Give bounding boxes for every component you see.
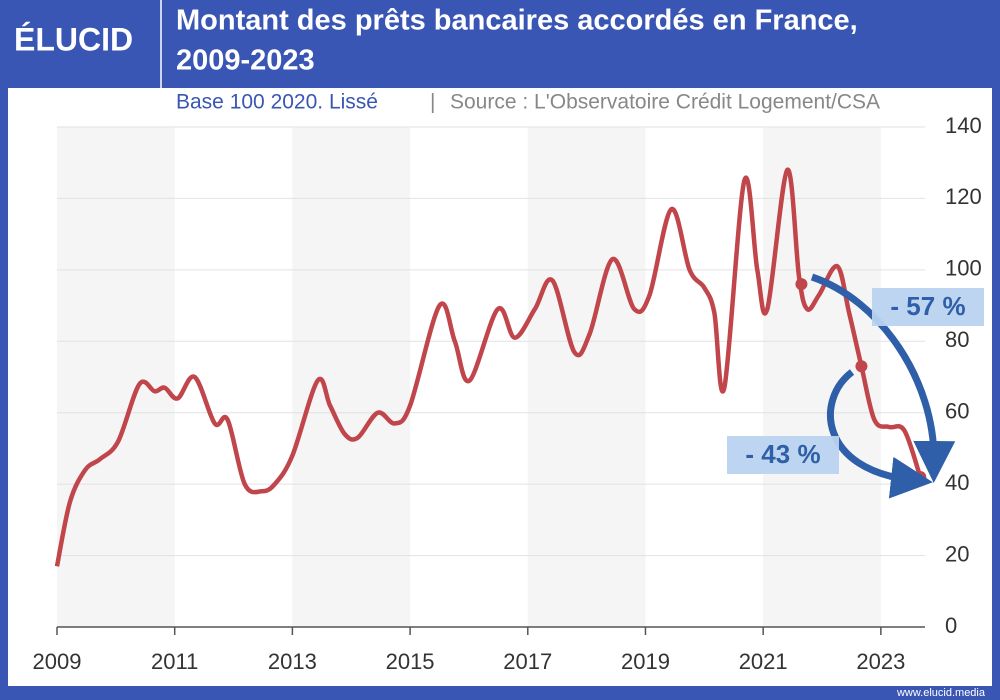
- x-tick-label: 2011: [151, 649, 198, 674]
- chart-title: 2009-2023: [176, 45, 315, 77]
- y-tick-label: 140: [945, 113, 982, 138]
- y-tick-label: 20: [945, 541, 969, 566]
- annotation: - 43 %: [745, 439, 820, 469]
- annotations: - 57 % - 43 %: [727, 273, 984, 499]
- separator: |: [430, 91, 435, 114]
- y-tick-label: 40: [945, 470, 969, 495]
- chart-title: Montant des prêts bancaires accordés en …: [176, 5, 858, 37]
- marker: [914, 471, 927, 483]
- marker: [795, 278, 808, 291]
- source: Source : L'Observatoire Crédit Logement/…: [450, 91, 880, 114]
- x-tick-label: 2015: [386, 649, 435, 674]
- y-tick-label: 0: [945, 613, 957, 638]
- x-tick-label: 2023: [856, 649, 905, 674]
- annotation-box: [872, 288, 984, 326]
- line: [54, 167, 923, 567]
- y-tick-label: 60: [945, 399, 969, 424]
- subtitle: Base 100 2020. Lissé: [176, 91, 378, 114]
- y-tick-label: 120: [945, 184, 982, 209]
- x-tick-label: 2019: [621, 649, 670, 674]
- band: [57, 127, 175, 627]
- x-tick-label: 2013: [268, 649, 317, 674]
- marker: [855, 360, 868, 373]
- arrow: [827, 369, 933, 499]
- plot: 0 20 40 60 80 100 120 140 2009 2011 2013 2015 2017 20…: [33, 113, 982, 674]
- arrow: [810, 273, 956, 483]
- y-tick-label: 80: [945, 327, 969, 352]
- band: [292, 127, 411, 627]
- x-tick-label: 2009: [33, 649, 82, 674]
- band: [763, 127, 881, 627]
- x-tick-label: 2017: [503, 649, 552, 674]
- y-tick-label: 100: [945, 256, 982, 281]
- band: [527, 127, 646, 627]
- footer: www.elucid.media: [896, 687, 986, 699]
- annotation: - 57 %: [890, 291, 965, 321]
- logo: ÉLUCID: [14, 21, 133, 57]
- annotation-box: [727, 436, 839, 474]
- x-tick-label: 2021: [739, 649, 788, 674]
